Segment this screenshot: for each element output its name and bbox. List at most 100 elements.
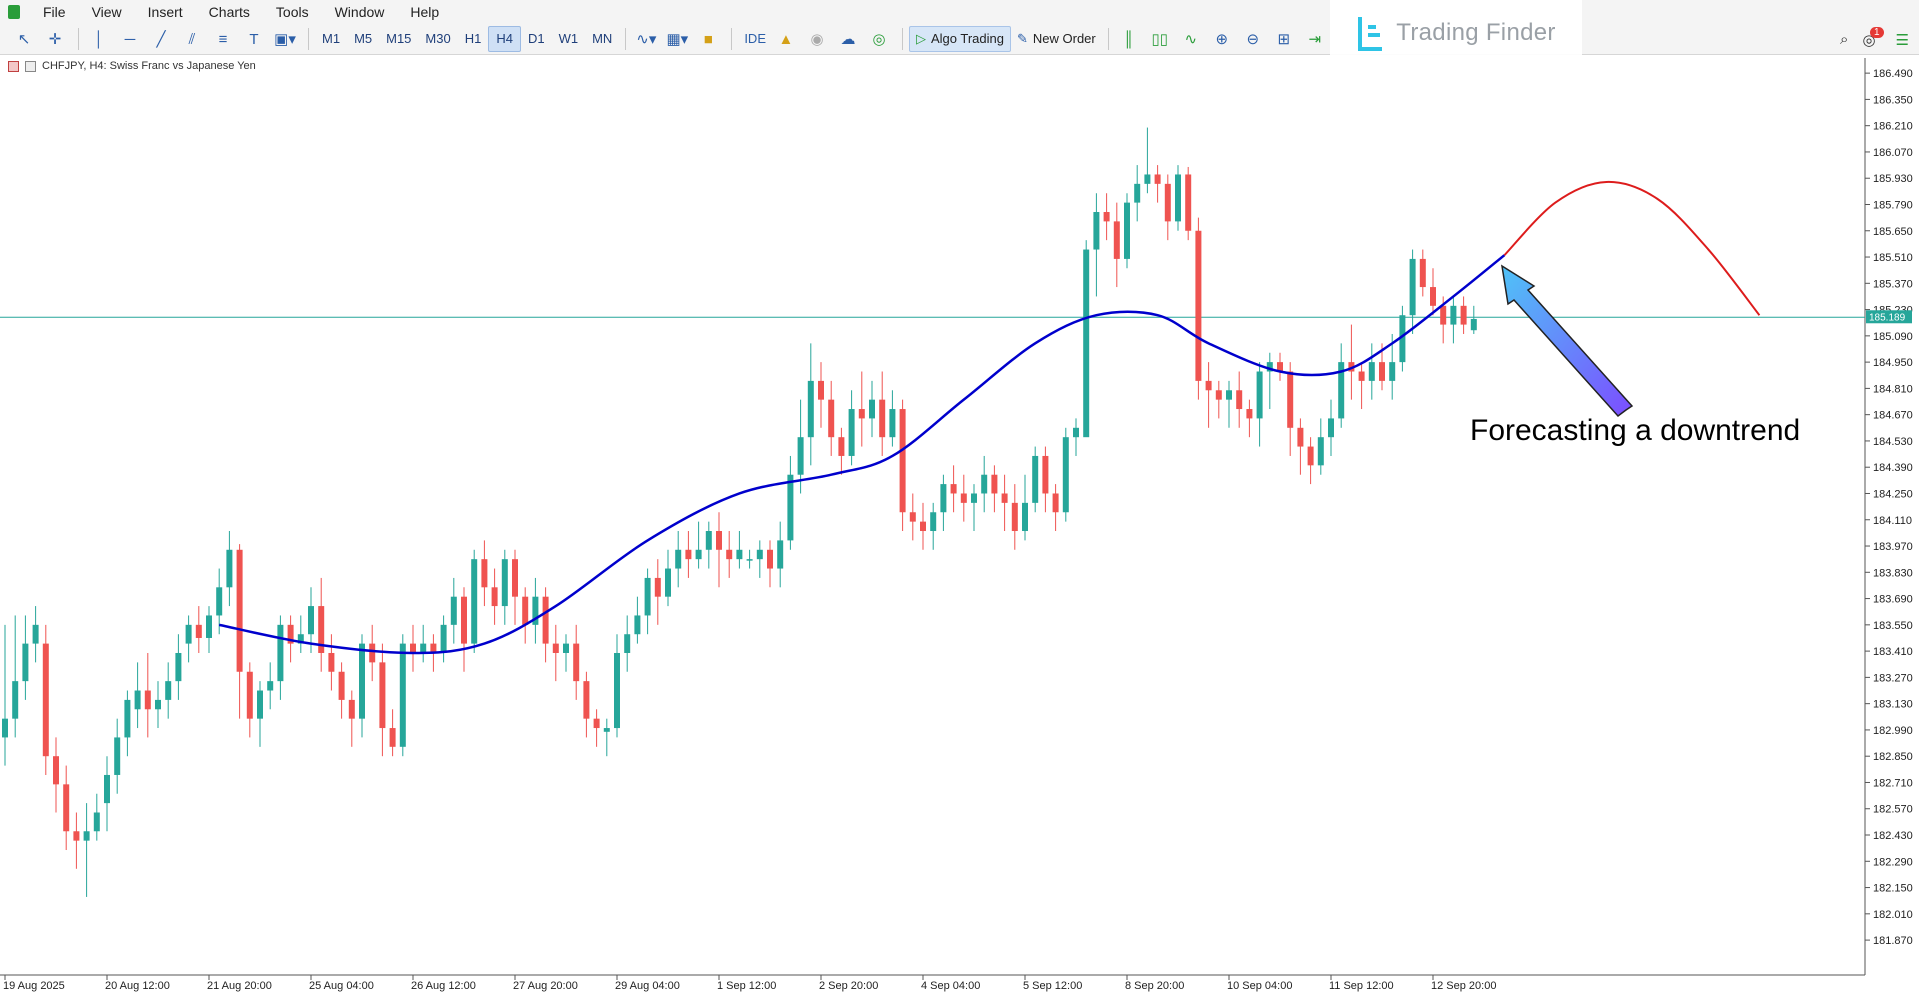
candle	[1185, 166, 1192, 241]
vertical-line-icon[interactable]: │	[94, 30, 104, 48]
forecast-arrow-shape	[1501, 264, 1634, 418]
candle-body	[481, 559, 488, 588]
timeframe-h4[interactable]: H4	[488, 26, 521, 52]
cursor-icon[interactable]: ↖	[17, 31, 31, 48]
candle	[920, 502, 926, 550]
candle	[1368, 343, 1375, 400]
candle-body	[175, 652, 182, 682]
menu-insert[interactable]: Insert	[147, 4, 183, 20]
candle	[144, 652, 151, 738]
timeframe-m30[interactable]: M30	[425, 31, 451, 46]
candle-body	[624, 634, 631, 653]
candle-body	[471, 559, 478, 644]
timeframe-h1[interactable]: H1	[464, 31, 482, 46]
candle-body	[1144, 174, 1151, 184]
algo-trading-button[interactable]: ▷ Algo Trading	[908, 26, 1011, 52]
timeframe-w1[interactable]: W1	[558, 31, 579, 46]
candle-body	[1450, 305, 1457, 325]
notifications-icon[interactable]: ◎ 1	[1862, 26, 1884, 49]
candle	[134, 662, 141, 729]
line-chart-icon[interactable]: ∿	[1184, 31, 1198, 48]
menu-tools[interactable]: Tools	[275, 4, 309, 20]
candle-body	[399, 643, 406, 747]
indicators-icon[interactable]: ∿▾	[636, 31, 657, 48]
candle	[1154, 165, 1161, 203]
timeframe-m5[interactable]: M5	[354, 31, 373, 46]
candle-body	[1266, 362, 1273, 372]
time-tick-label: 5 Sep 12:00	[1023, 980, 1082, 992]
candle	[1409, 249, 1416, 334]
candle-body	[899, 409, 906, 513]
candle-body	[1103, 212, 1110, 222]
timeframe-m15[interactable]: M15	[386, 31, 412, 46]
candlestick-chart-icon[interactable]: ▯▯	[1151, 31, 1168, 48]
shapes-icon[interactable]: ▣▾	[274, 31, 296, 48]
candle-body	[797, 437, 804, 475]
candle-body	[552, 643, 559, 653]
candle	[563, 634, 569, 672]
candle	[297, 615, 304, 653]
menu-window[interactable]: Window	[334, 4, 385, 20]
price-tick-label: 185.370	[1873, 278, 1913, 290]
bar-chart-icon[interactable]: ║	[1123, 30, 1135, 48]
menu-view[interactable]: View	[91, 4, 122, 20]
candle	[869, 380, 875, 438]
candle-body	[1440, 305, 1447, 325]
new-order-button[interactable]: ✎ New Order	[1011, 27, 1102, 51]
signal-icon[interactable]: ◉	[810, 31, 824, 48]
zoom-in-icon[interactable]: ⊕	[1215, 31, 1229, 48]
candle-body	[889, 409, 896, 438]
price-tick-label: 182.850	[1873, 751, 1913, 763]
candle	[1246, 399, 1253, 438]
trend-line-icon[interactable]: ╱	[156, 31, 166, 48]
timeframe-d1[interactable]: D1	[527, 31, 545, 46]
coin-icon[interactable]: ■	[703, 30, 713, 48]
candles	[2, 127, 1477, 897]
crosshair-icon[interactable]: ✛	[48, 31, 62, 48]
menu-charts[interactable]: Charts	[208, 4, 250, 20]
vps-icon[interactable]: ◎	[872, 31, 886, 48]
candle-body	[960, 493, 967, 503]
candle-body	[634, 615, 641, 635]
market-bag-icon[interactable]: ▲	[778, 30, 794, 48]
candle	[1460, 296, 1467, 334]
horizontal-line-icon[interactable]: ─	[124, 30, 136, 48]
account-icon[interactable]: ☰	[1895, 31, 1909, 49]
price-chart[interactable]: 186.490 186.350 186.210 186.070 185.930 185.7…	[0, 56, 1919, 996]
text-tool-icon[interactable]: T	[249, 30, 259, 48]
cloud-icon[interactable]: ☁	[840, 31, 856, 48]
candle	[226, 531, 233, 607]
search-icon[interactable]: ⌕	[1840, 31, 1849, 48]
fibonacci-icon[interactable]: ≡	[218, 30, 228, 48]
price-tick-label: 184.390	[1873, 462, 1913, 474]
candle	[940, 474, 947, 532]
timeframe-mn[interactable]: MN	[592, 31, 613, 46]
candle-body	[124, 699, 131, 738]
candle-body	[838, 437, 845, 456]
templates-icon[interactable]: ▦▾	[666, 31, 689, 48]
menu-help[interactable]: Help	[410, 4, 440, 20]
candle	[848, 390, 855, 466]
candle	[1011, 484, 1018, 550]
candle	[818, 362, 824, 428]
toolbar-divider	[901, 28, 903, 50]
menu-file[interactable]: File	[43, 4, 66, 20]
candle-body	[1379, 362, 1385, 381]
zoom-out-icon[interactable]: ⊖	[1246, 31, 1260, 48]
autoscroll-icon[interactable]: ⇥	[1308, 31, 1322, 48]
grid-icon[interactable]: ⊞	[1277, 31, 1291, 48]
candle-body	[1093, 212, 1100, 250]
candle-body	[1195, 230, 1202, 381]
app-icon	[8, 5, 20, 19]
ide-button[interactable]: IDE	[744, 31, 766, 46]
candle	[695, 521, 702, 569]
candle-body	[461, 596, 467, 644]
candle	[1307, 437, 1314, 485]
channel-icon[interactable]: ⫽	[188, 30, 196, 48]
candle	[83, 803, 90, 897]
candle-body	[736, 549, 743, 560]
candle	[22, 615, 29, 700]
price-tick-label: 186.070	[1873, 147, 1913, 159]
candle	[573, 624, 580, 700]
timeframe-m1[interactable]: M1	[322, 31, 341, 46]
